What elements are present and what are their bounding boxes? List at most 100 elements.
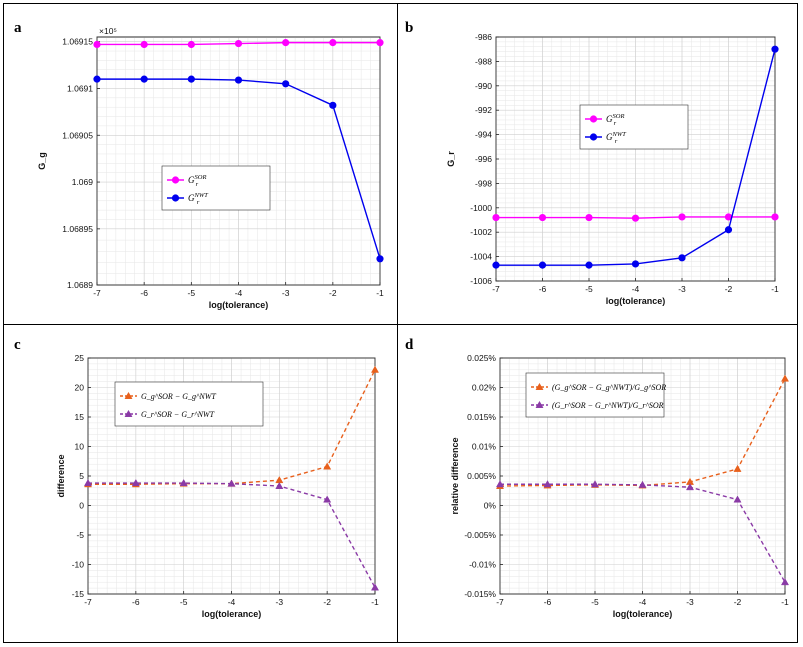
data-point (590, 480, 600, 488)
legend-sub: r (614, 120, 617, 127)
legend-box (114, 381, 264, 427)
x-tick-label: -4 (632, 284, 640, 294)
y-tick-label: -994 (475, 130, 492, 140)
x-tick-label: -5 (585, 284, 593, 294)
data-point (631, 260, 640, 268)
data-point (227, 479, 236, 487)
data-point (538, 213, 547, 222)
data-point (234, 39, 243, 48)
data-point (780, 374, 790, 382)
legend-text-value: G_g^SOR − G_g^NWT (141, 392, 216, 401)
x-tick-label: -5 (591, 597, 599, 607)
data-point (589, 133, 598, 141)
x-tick-label: -3 (282, 288, 290, 298)
data-point (535, 400, 544, 408)
y-tick-label: 1.069 (72, 177, 94, 187)
y-tick-label: 20 (75, 383, 85, 393)
x-tick-label: -1 (371, 597, 379, 607)
legend-main: G (606, 114, 613, 124)
legend-main: G (188, 175, 195, 185)
data-point (282, 80, 290, 88)
legend-sub: r (197, 199, 200, 206)
y-tick-label: -998 (475, 178, 492, 188)
data-point (638, 480, 647, 488)
y-tick-label: -0.005% (464, 530, 496, 540)
panel-label: d (405, 337, 414, 353)
data-point (370, 583, 380, 591)
y-tick-label: 1.0691 (67, 83, 93, 93)
data-point (678, 254, 686, 262)
y-tick-label: -992 (475, 105, 492, 115)
data-point (585, 213, 593, 222)
x-tick-label: -6 (539, 284, 547, 294)
x-tick-label: -2 (329, 288, 337, 298)
data-point (124, 409, 133, 417)
legend-text-value: G_r^SOR − G_r^NWT (141, 410, 215, 419)
data-point (771, 213, 779, 221)
y-tick-label: -990 (475, 81, 492, 91)
y-axis-label: G_r (446, 151, 456, 167)
legend-label: G_g^SOR − G_g^NWT (141, 392, 216, 401)
data-point (585, 261, 593, 269)
data-point (631, 214, 640, 222)
x-tick-label: -7 (84, 597, 92, 607)
x-tick-label: -1 (771, 284, 779, 294)
data-point (685, 483, 695, 491)
panel-d: -7 -6 -5 -4 -3 -2 -1 -0.015% -0.01% -0.005% 0% 0.00… (405, 337, 789, 619)
legend-main: G (188, 193, 195, 203)
data-point (678, 213, 686, 221)
y-tick-label: 0% (484, 501, 497, 511)
x-tick-label: -1 (781, 597, 789, 607)
data-point (329, 101, 337, 109)
legend-label: GNWT r (188, 192, 208, 206)
data-point (376, 255, 384, 263)
x-tick-label: -4 (235, 288, 243, 298)
legend-sub: r (196, 181, 199, 188)
legend-sub: r (615, 138, 618, 145)
y-tick-label: 0.005% (467, 471, 496, 481)
legend-label: (G_g^SOR − G_g^NWT)/G_g^SOR (552, 383, 666, 392)
x-tick-label: -3 (686, 597, 694, 607)
y-tick-label: 25 (75, 353, 85, 363)
y-tick-label: 1.0689 (67, 280, 93, 290)
legend-sup: NWT (194, 192, 209, 199)
y-tick-label: 1.06905 (62, 130, 93, 140)
x-tick-label: -6 (544, 597, 552, 607)
x-tick-label: -2 (734, 597, 742, 607)
data-point (376, 39, 384, 47)
y-tick-label: -996 (475, 154, 492, 164)
data-point (93, 75, 101, 83)
data-point (275, 481, 284, 489)
y-tick-label: -5 (76, 530, 84, 540)
data-point (323, 462, 332, 470)
data-point (93, 40, 101, 49)
y-axis-label: difference (56, 454, 66, 497)
legend: (G_g^SOR − G_g^NWT)/G_g^SOR (G_r^SOR − G_… (525, 372, 666, 418)
y-tick-label: -15 (72, 589, 85, 599)
y-axis-label: relative difference (450, 437, 460, 514)
y-tick-label: 15 (75, 412, 85, 422)
x-tick-label: -3 (678, 284, 686, 294)
panel-label: a (14, 20, 22, 36)
y-tick-label: 0 (79, 501, 84, 511)
legend-text-value: (G_g^SOR − G_g^NWT)/G_g^SOR (552, 383, 666, 392)
data-point (140, 75, 148, 83)
legend-label: (G_r^SOR − G_r^NWT)/G_r^SOR (552, 401, 664, 410)
data-point (234, 76, 243, 84)
legend-label: GSOR r (606, 113, 624, 127)
panel-border-d (397, 324, 798, 643)
x-tick-label: -6 (132, 597, 140, 607)
x-tick-label: -4 (228, 597, 236, 607)
data-point (282, 39, 290, 47)
data-point (83, 478, 93, 487)
y-tick-label: 0.025% (467, 353, 496, 363)
data-point (492, 213, 500, 222)
legend-box (525, 372, 665, 418)
x-tick-label: -7 (93, 288, 101, 298)
y-tick-label: 1.06915 (62, 37, 93, 47)
y-tick-label: 1.06895 (62, 224, 93, 234)
y-tick-label: 0.015% (467, 412, 496, 422)
